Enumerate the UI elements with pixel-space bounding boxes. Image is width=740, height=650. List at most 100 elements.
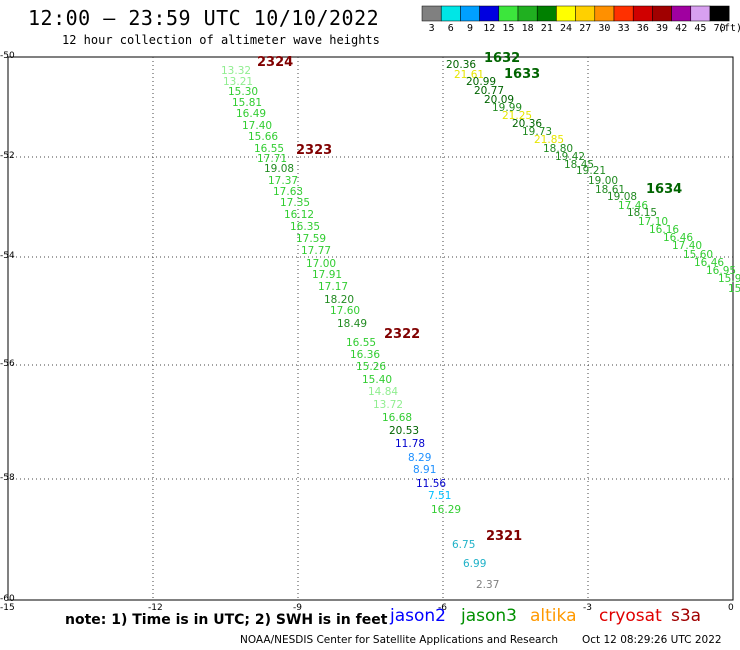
wave-height-value: 19.21 [576,165,606,177]
wave-height-value: 17.77 [301,245,331,257]
wave-height-value: 16.46 [663,232,693,244]
wave-height-value: 17.46 [618,200,648,212]
wave-height-value: 19.99 [492,102,522,114]
wave-height-value: 17.71 [257,153,287,165]
wave-height-value: 6.75 [452,539,475,551]
wave-height-value: 16.12 [284,209,314,221]
track-label: 1633 [504,67,540,82]
color-scale-label: 15 [502,23,515,34]
wave-height-value: 17.37 [268,175,298,187]
wave-height-value: 16.55 [346,337,376,349]
wave-height-value: 17.35 [280,197,310,209]
color-scale-label: 18 [521,23,534,34]
satellite-legend-item: jason2 [390,606,446,626]
color-scale-swatch [671,5,692,22]
wave-height-value: 13.21 [223,76,253,88]
wave-height-value: 20.99 [466,76,496,88]
track-label: 2323 [296,143,332,158]
latitude-label: -52 [0,151,15,161]
wave-height-value: 16.36 [350,349,380,361]
footer-credit: NOAA/NESDIS Center for Satellite Applica… [240,634,558,646]
track-label: 2322 [384,327,420,342]
track-label: 1634 [646,182,682,197]
track-label: 2321 [486,529,522,544]
color-scale-swatch [575,5,596,22]
color-scale-swatch [632,5,653,22]
wave-height-value: 15.40 [362,374,392,386]
wave-height-value: 16.68 [382,412,412,424]
wave-height-value: 15.97 [718,273,740,285]
color-scale-label: 42 [675,23,688,34]
color-scale-label: 45 [694,23,707,34]
color-scale-label: 39 [656,23,669,34]
color-scale-swatch [460,5,480,22]
color-scale-label: 12 [483,23,496,34]
wave-height-value: 17.17 [318,281,348,293]
wave-height-value: 16.35 [290,221,320,233]
wave-height-value: 20.77 [474,85,504,97]
color-scale-label: 24 [560,23,573,34]
longitude-label: -9 [293,603,302,613]
color-scale-swatch [709,5,730,22]
wave-height-value: 15.30 [228,86,258,98]
color-scale-swatch [517,5,538,22]
wave-height-value: 20.09 [484,94,514,106]
color-scale-swatch [690,5,711,22]
wave-height-value: 17.63 [273,186,303,198]
longitude-label: -12 [148,603,163,613]
color-scale-swatch [613,5,634,22]
wave-height-value: 21.25 [502,110,532,122]
track-label: 2324 [257,55,293,70]
latitude-label: -58 [0,473,15,483]
wave-height-value: 17.91 [312,269,342,281]
wave-height-value: 16.29 [431,504,461,516]
map-title: 12:00 – 23:59 UTC 10/10/2022 [28,6,380,30]
wave-height-value: 17.60 [330,305,360,317]
graticule [7,56,734,601]
map-subtitle: 12 hour collection of altimeter wave hei… [62,33,380,47]
longitude-label: -15 [0,603,15,613]
wave-height-value: 13.32 [221,65,251,77]
color-scale-bar [421,5,730,22]
wave-height-value: 19.42 [555,151,585,163]
wave-height-value: 18.61 [595,184,625,196]
wave-height-value: 17.10 [638,216,668,228]
color-scale-label: 33 [617,23,630,34]
wave-height-value: 17.40 [242,120,272,132]
color-scale-label: 6 [447,23,454,34]
wave-height-value: 2.37 [476,579,499,591]
color-scale-unit: (ft) [718,23,740,34]
wave-height-value: 18.45 [564,159,594,171]
latitude-label: -60 [0,594,15,604]
wave-height-value: 16.95 [706,265,736,277]
color-scale-label: 3 [428,23,435,34]
wave-height-value: 16.49 [236,108,266,120]
wave-height-value: 6.99 [463,558,486,570]
wave-height-value: 21.61 [454,69,484,81]
map-frame [7,56,734,601]
wave-height-value: 15.81 [232,97,262,109]
wave-height-value: 15.26 [356,361,386,373]
satellite-legend-item: cryosat [599,606,662,626]
color-scale-swatch [652,5,672,22]
wave-height-value: 15.60 [683,249,713,261]
wave-height-value: 20.53 [389,425,419,437]
wave-height-value: 17.59 [296,233,326,245]
latitude-label: -54 [0,251,15,261]
legend-note: note: 1) Time is in UTC; 2) SWH is in fe… [65,612,388,628]
longitude-label: -6 [438,603,447,613]
wave-height-value: 11.56 [416,478,446,490]
wave-height-value: 17.00 [306,258,336,270]
wave-height-value: 18.80 [543,143,573,155]
footer-timestamp: Oct 12 08:29:26 UTC 2022 [582,634,722,646]
color-scale-swatch [498,5,519,22]
color-scale-label: 36 [636,23,649,34]
longitude-label: 0 [728,603,734,613]
wave-height-value: 8.29 [408,452,431,464]
wave-height-value: 16.16 [649,224,679,236]
wave-height-value: 8.91 [413,464,436,476]
wave-height-value: 14.84 [368,386,398,398]
longitude-label: -3 [583,603,592,613]
color-scale-swatch [440,5,461,22]
